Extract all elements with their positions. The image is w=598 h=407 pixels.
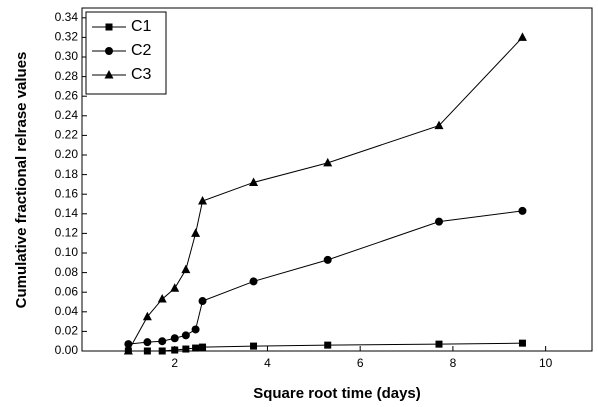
y-tick-label: 0.26 — [55, 88, 79, 102]
marker — [323, 157, 333, 167]
plot-frame — [81, 7, 593, 352]
marker — [517, 32, 527, 41]
y-tick-label: 0.34 — [55, 10, 79, 24]
marker — [250, 342, 258, 350]
y-tick-label: 0.20 — [55, 147, 79, 161]
marker — [143, 347, 151, 355]
legend-box — [85, 11, 167, 95]
marker — [192, 344, 200, 352]
marker — [435, 217, 443, 226]
x-axis-title: Square root time (days) — [253, 385, 421, 402]
y-tick-label: 0.32 — [55, 30, 79, 44]
marker — [191, 228, 201, 237]
x-tick-label: 6 — [357, 356, 364, 370]
marker — [198, 196, 208, 205]
y-tick-label: 0.30 — [55, 49, 79, 63]
y-tick-label: 0.14 — [55, 206, 79, 220]
marker — [158, 347, 166, 355]
marker — [434, 120, 444, 130]
y-tick-label: 0.18 — [55, 167, 79, 181]
y-tick-label: 0.00 — [55, 343, 79, 357]
y-tick-label: 0.28 — [55, 69, 79, 83]
y-tick-label: 0.10 — [55, 245, 79, 259]
marker — [124, 340, 133, 349]
x-tick-label: 10 — [539, 356, 553, 370]
marker — [170, 334, 179, 343]
marker — [199, 343, 207, 351]
marker — [181, 331, 190, 340]
marker — [518, 339, 526, 347]
marker — [158, 337, 167, 346]
marker — [191, 325, 200, 334]
series-line — [128, 210, 523, 345]
marker — [249, 177, 259, 186]
marker — [170, 283, 180, 292]
series-line — [127, 37, 523, 352]
marker — [249, 277, 258, 286]
marker — [435, 340, 443, 348]
y-tick-label: 0.16 — [55, 186, 79, 200]
marker — [104, 70, 114, 79]
x-tick-label: 8 — [450, 356, 457, 370]
marker — [182, 345, 190, 353]
y-axis-title: Cumulative fractional relrase values — [13, 52, 30, 309]
y-tick-label: 0.04 — [55, 304, 79, 318]
y-tick-label: 0.12 — [55, 226, 79, 240]
marker — [323, 255, 332, 264]
marker — [181, 264, 191, 274]
marker — [105, 47, 113, 55]
marker — [143, 338, 152, 347]
x-tick-label: 4 — [264, 356, 271, 370]
marker — [105, 23, 113, 31]
y-tick-label: 0.06 — [55, 284, 79, 298]
marker — [157, 294, 167, 303]
y-tick-label: 0.24 — [55, 108, 79, 122]
y-tick-label: 0.08 — [55, 265, 79, 279]
legend-label: C1 — [131, 18, 152, 35]
legend-label: C2 — [131, 42, 152, 59]
marker — [123, 346, 133, 355]
marker — [142, 311, 152, 321]
y-tick-label: 0.02 — [55, 324, 79, 338]
x-tick-label: 2 — [171, 356, 178, 370]
legend-label: C3 — [131, 66, 152, 83]
marker — [198, 297, 207, 306]
y-tick-label: 0.22 — [55, 128, 79, 142]
marker — [518, 206, 527, 215]
marker — [324, 341, 332, 349]
marker — [171, 346, 179, 354]
